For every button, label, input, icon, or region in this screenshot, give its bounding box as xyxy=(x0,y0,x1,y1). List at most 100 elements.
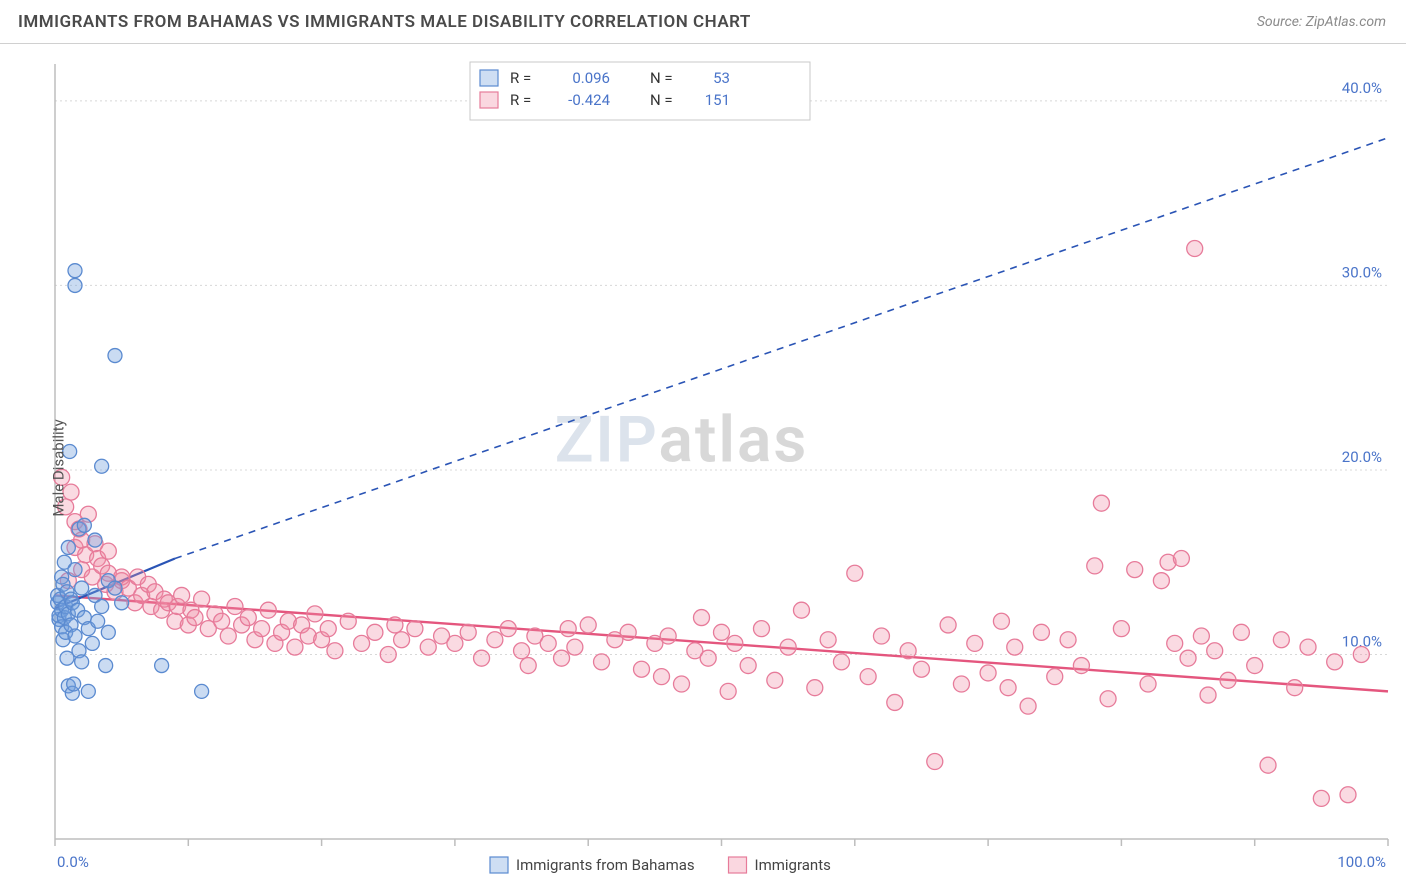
data-point-pink xyxy=(1087,558,1103,574)
data-point-pink xyxy=(1187,241,1203,257)
data-point-pink xyxy=(580,617,596,633)
chart-area: Male Disability ZIPatlas10.0%20.0%30.0%4… xyxy=(0,44,1406,892)
data-point-pink xyxy=(394,632,410,648)
data-point-pink xyxy=(460,624,476,640)
data-point-pink xyxy=(1260,757,1276,773)
bottom-legend-label: Immigrants from Bahamas xyxy=(516,856,695,874)
data-point-pink xyxy=(927,754,943,770)
data-point-blue xyxy=(115,596,129,610)
data-point-pink xyxy=(953,676,969,692)
data-point-blue xyxy=(101,625,115,639)
data-point-blue xyxy=(75,581,89,595)
legend-r-label: R = xyxy=(510,91,531,109)
data-point-pink xyxy=(620,624,636,640)
data-point-pink xyxy=(1287,680,1303,696)
data-point-pink xyxy=(714,624,730,640)
data-point-pink xyxy=(700,650,716,666)
data-point-pink xyxy=(1340,787,1356,803)
data-point-pink xyxy=(1020,698,1036,714)
data-point-pink xyxy=(1273,632,1289,648)
data-point-blue xyxy=(61,540,75,554)
data-point-blue xyxy=(68,629,82,643)
data-point-pink xyxy=(567,639,583,655)
data-point-pink xyxy=(1193,628,1209,644)
data-point-pink xyxy=(327,643,343,659)
data-point-pink xyxy=(767,672,783,688)
data-point-pink xyxy=(514,643,530,659)
data-point-pink xyxy=(913,661,929,677)
legend-r-value: -0.424 xyxy=(568,91,610,109)
data-point-pink xyxy=(793,602,809,618)
data-point-pink xyxy=(227,599,243,615)
data-point-pink xyxy=(187,610,203,626)
data-point-pink xyxy=(380,646,396,662)
data-point-pink xyxy=(873,628,889,644)
data-point-pink xyxy=(100,543,116,559)
xtick-label: 0.0% xyxy=(57,853,89,871)
data-point-pink xyxy=(254,621,270,637)
data-point-pink xyxy=(560,621,576,637)
data-point-pink xyxy=(1207,643,1223,659)
data-point-pink xyxy=(1100,691,1116,707)
data-point-pink xyxy=(540,635,556,651)
data-point-pink xyxy=(833,654,849,670)
data-point-pink xyxy=(354,635,370,651)
data-point-pink xyxy=(420,639,436,655)
bottom-legend-label: Immigrants xyxy=(755,856,831,874)
data-point-pink xyxy=(340,613,356,629)
data-point-pink xyxy=(1073,658,1089,674)
data-point-blue xyxy=(108,581,122,595)
data-point-pink xyxy=(487,632,503,648)
data-point-blue xyxy=(95,600,109,614)
data-point-pink xyxy=(993,613,1009,629)
data-point-pink xyxy=(980,665,996,681)
legend-n-label: N = xyxy=(650,91,673,109)
data-point-pink xyxy=(940,617,956,633)
chart-title: IMMIGRANTS FROM BAHAMAS VS IMMIGRANTS MA… xyxy=(18,12,751,32)
data-point-pink xyxy=(520,658,536,674)
data-point-blue xyxy=(77,518,91,532)
legend-r-value: 0.096 xyxy=(572,69,610,87)
data-point-pink xyxy=(387,617,403,633)
data-point-pink xyxy=(740,658,756,674)
data-point-pink xyxy=(214,613,230,629)
data-point-pink xyxy=(654,669,670,685)
data-point-pink xyxy=(1327,654,1343,670)
data-point-blue xyxy=(67,677,81,691)
data-point-pink xyxy=(1200,687,1216,703)
data-point-pink xyxy=(780,639,796,655)
legend-swatch-blue xyxy=(480,70,498,86)
data-point-pink xyxy=(887,694,903,710)
data-point-pink xyxy=(1047,669,1063,685)
chart-header: IMMIGRANTS FROM BAHAMAS VS IMMIGRANTS MA… xyxy=(0,0,1406,44)
data-point-pink xyxy=(307,606,323,622)
data-point-pink xyxy=(967,635,983,651)
data-point-blue xyxy=(155,659,169,673)
data-point-pink xyxy=(860,669,876,685)
data-point-pink xyxy=(1247,658,1263,674)
data-point-pink xyxy=(720,683,736,699)
y-axis-label: Male Disability xyxy=(50,419,68,516)
bottom-legend-swatch-pink xyxy=(729,857,747,873)
legend-n-value: 53 xyxy=(713,69,730,87)
trend-line-blue-dashed xyxy=(175,138,1388,559)
data-point-pink xyxy=(1300,639,1316,655)
legend-n-value: 151 xyxy=(705,91,730,109)
data-point-pink xyxy=(194,591,210,607)
data-point-pink xyxy=(634,661,650,677)
data-point-pink xyxy=(287,639,303,655)
data-point-blue xyxy=(88,533,102,547)
data-point-pink xyxy=(1140,676,1156,692)
data-point-blue xyxy=(81,684,95,698)
data-point-blue xyxy=(108,349,122,363)
data-point-pink xyxy=(367,624,383,640)
data-point-pink xyxy=(1313,790,1329,806)
data-point-pink xyxy=(1167,635,1183,651)
data-point-pink xyxy=(1153,573,1169,589)
data-point-blue xyxy=(195,684,209,698)
ytick-label: 30.0% xyxy=(1342,263,1382,281)
xtick-label: 100.0% xyxy=(1337,853,1386,871)
chart-svg: ZIPatlas10.0%20.0%30.0%40.0%0.0%100.0%R … xyxy=(0,44,1406,892)
legend-swatch-pink xyxy=(480,92,498,108)
data-point-pink xyxy=(474,650,490,666)
